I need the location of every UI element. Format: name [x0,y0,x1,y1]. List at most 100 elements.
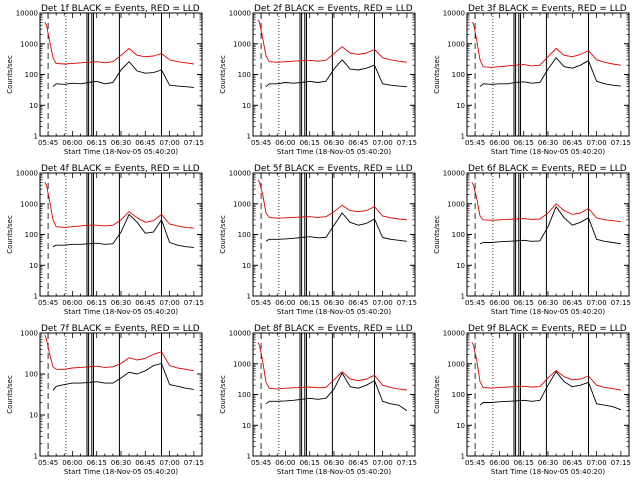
panel-title: Det 2f BLACK = Events, RED = LLD [254,4,413,14]
y-tick-label: 1 [461,453,465,461]
x-tick-label: 06:30 [538,299,558,307]
panel-5: 1 10 100 1000 10000 05:45 06:00 06:15 06:30 06:45… [219,164,417,316]
x-tick-label: 07:00 [160,299,180,307]
panel-7: 1 10 100 1000 05:45 06:00 06:15 06:30 06:45 07:00… [6,324,204,476]
x-tick-label: 06:45 [348,139,368,147]
x-tick-label: 06:00 [62,299,82,307]
x-tick-label: 06:30 [324,139,344,147]
x-tick-label: 07:00 [373,459,393,467]
panel-2: 1 10 100 1000 10000 05:45 06:00 06:15 06:30 06:45… [219,4,417,156]
x-tick-label: 07:00 [160,459,180,467]
x-tick-label: 05:45 [465,299,485,307]
x-tick-label: 06:45 [348,459,368,467]
y-tick-label: 10000 [229,330,251,338]
x-tick-label: 06:30 [538,459,558,467]
events-series-line [52,61,194,88]
panel-9: 1 10 100 1000 10000 05:45 06:00 06:15 06:30 06:45… [433,324,631,476]
x-tick-label: 07:15 [397,459,417,467]
x-tick-label: 05:45 [251,459,271,467]
y-tick-label: 10000 [443,330,465,338]
x-tick-label: 06:00 [489,459,509,467]
y-tick-label: 1000 [233,360,251,368]
x-axis-label: Start Time (18-Nov-05 05:40:20) [277,468,391,476]
lld-series-line [471,182,621,223]
events-series-line [52,213,194,248]
y-tick-label: 1000 [447,40,465,48]
x-axis-label: Start Time (18-Nov-05 05:40:20) [64,308,178,316]
x-tick-label: 05:45 [38,299,58,307]
x-tick-label: 05:45 [465,459,485,467]
x-tick-label: 06:00 [489,139,509,147]
panel-title: Det 7f BLACK = Events, RED = LLD [41,324,200,334]
y-tick-label: 100 [238,231,251,239]
x-tick-label: 05:45 [251,139,271,147]
panel-title: Det 5f BLACK = Events, RED = LLD [254,164,413,174]
y-tick-label: 10000 [229,10,251,18]
panel-title: Det 3f BLACK = Events, RED = LLD [468,4,627,14]
y-tick-label: 1000 [20,200,38,208]
y-axis-label: Counts/sec [219,215,227,254]
panel-title: Det 9f BLACK = Events, RED = LLD [468,324,627,334]
y-tick-label: 1 [34,453,38,461]
x-tick-label: 05:45 [38,139,58,147]
y-axis-label: Counts/sec [6,55,14,94]
y-tick-label: 1 [247,453,251,461]
panel-title: Det 4f BLACK = Events, RED = LLD [41,164,200,174]
x-axis-label: Start Time (18-Nov-05 05:40:20) [491,308,605,316]
y-tick-label: 1 [34,133,38,141]
x-tick-label: 06:45 [562,139,582,147]
y-tick-label: 1 [461,133,465,141]
y-tick-label: 10 [29,102,38,110]
plot-frame [252,172,416,297]
x-tick-label: 06:15 [87,459,107,467]
x-axis-label: Start Time (18-Nov-05 05:40:20) [277,148,391,156]
events-series-line [479,57,621,88]
x-tick-label: 07:15 [184,139,204,147]
panel-1: 1 10 100 1000 10000 05:45 06:00 06:15 06:30 06:45… [6,4,204,156]
y-tick-label: 100 [25,231,38,239]
x-tick-label: 07:15 [611,459,631,467]
y-tick-label: 1000 [20,40,38,48]
x-tick-label: 07:00 [587,139,607,147]
panel-8: 1 10 100 1000 10000 05:45 06:00 06:15 06:30 06:45… [219,324,417,476]
plot-frame [466,332,630,457]
y-tick-label: 10 [456,102,465,110]
x-tick-label: 06:30 [111,139,131,147]
y-tick-label: 10 [242,102,251,110]
x-tick-label: 06:15 [300,139,320,147]
lld-series-line [257,342,407,391]
y-tick-label: 10 [456,262,465,270]
plot-frame [39,332,203,457]
y-tick-label: 1000 [233,200,251,208]
y-axis-label: Counts/sec [6,375,14,414]
x-tick-label: 06:45 [135,139,155,147]
x-axis-label: Start Time (18-Nov-05 05:40:20) [491,148,605,156]
x-tick-label: 06:45 [562,459,582,467]
x-tick-label: 07:15 [397,139,417,147]
x-tick-label: 06:30 [324,299,344,307]
events-series-line [265,59,407,88]
x-tick-label: 07:15 [397,299,417,307]
y-tick-label: 1 [247,133,251,141]
y-tick-label: 10 [242,262,251,270]
x-tick-label: 06:00 [62,139,82,147]
x-tick-label: 06:15 [514,459,534,467]
y-axis-label: Counts/sec [433,215,441,254]
x-axis-label: Start Time (18-Nov-05 05:40:20) [277,308,391,316]
x-axis-label: Start Time (18-Nov-05 05:40:20) [64,468,178,476]
x-tick-label: 06:15 [87,139,107,147]
y-tick-label: 1 [247,293,251,301]
events-series-line [265,372,408,411]
x-axis-label: Start Time (18-Nov-05 05:40:20) [491,468,605,476]
y-tick-label: 1000 [20,330,38,338]
y-tick-label: 1000 [233,40,251,48]
y-axis-label: Counts/sec [433,375,441,414]
x-tick-label: 05:45 [251,299,271,307]
x-tick-label: 07:00 [587,459,607,467]
x-tick-label: 06:30 [111,299,131,307]
y-tick-label: 10000 [229,170,251,178]
y-tick-label: 10 [29,412,38,420]
x-tick-label: 06:45 [348,299,368,307]
y-tick-label: 1 [461,293,465,301]
lld-series-line [44,22,194,65]
